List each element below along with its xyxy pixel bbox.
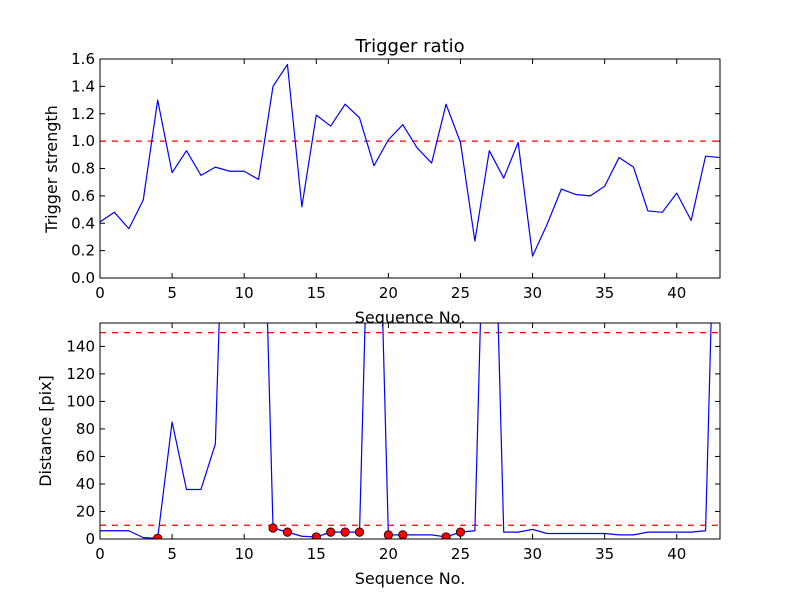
x-tick-label: 5 (167, 545, 177, 563)
x-tick-label: 40 (667, 545, 686, 563)
y-tick-label: 0 (85, 530, 95, 548)
x-axis-label: Sequence No. (355, 308, 466, 327)
x-tick-label: 35 (595, 284, 614, 302)
plot-area (100, 63, 720, 257)
y-tick-label: 0.8 (71, 160, 95, 178)
plot-frame (99, 322, 721, 540)
data-point (340, 527, 350, 537)
y-tick-label: 40 (76, 475, 95, 493)
trigger-ratio-panel: Trigger ratio Sequence No. Trigger stren… (42, 36, 721, 327)
x-tick-label: 10 (235, 284, 254, 302)
y-tick-label: 140 (66, 337, 95, 355)
axis-ticks: 0 5 10 15 20 25 30 35 40 0.0 0.2 0.4 0.6 0.8 1.0 1.2 1.4… (71, 50, 720, 302)
y-tick-label: 0.2 (71, 242, 95, 260)
y-tick-label: 20 (76, 502, 95, 520)
x-tick-label: 5 (167, 284, 177, 302)
y-axis-label: Trigger strength (42, 105, 61, 234)
x-tick-label: 40 (667, 284, 686, 302)
data-point (441, 532, 451, 539)
x-tick-label: 30 (523, 545, 542, 563)
plot-marks (100, 63, 720, 257)
data-point (268, 523, 278, 533)
data-point (326, 527, 336, 537)
y-tick-label: 0.4 (71, 214, 95, 232)
data-point (153, 533, 163, 539)
data-point (282, 527, 293, 537)
x-tick-label: 10 (235, 545, 254, 563)
y-tick-label: 1.0 (71, 132, 95, 150)
y-tick-label: 1.2 (71, 105, 95, 123)
x-tick-label: 25 (451, 284, 470, 302)
axis-ticks: 0 5 10 15 20 25 30 35 40 0 20 40 60 80 100 120 140 (66, 323, 720, 563)
y-tick-label: 0.6 (71, 187, 95, 205)
chart-title: Trigger ratio (354, 36, 464, 57)
data-point (455, 527, 466, 537)
y-tick-label: 1.6 (71, 50, 95, 68)
x-tick-label: 20 (379, 545, 398, 563)
data-point (354, 527, 365, 537)
x-axis-label: Sequence No. (355, 569, 466, 588)
y-tick-label: 1.4 (71, 77, 95, 95)
x-tick-label: 30 (523, 284, 542, 302)
y-tick-label: 60 (76, 447, 95, 465)
plot-frame (99, 58, 721, 279)
distance-panel: Sequence No. Distance [pix] 0 5 10 15 20 25 30… (36, 322, 721, 588)
plot-marks (100, 323, 720, 539)
data-point (311, 532, 321, 539)
plot-area (100, 323, 720, 539)
y-tick-label: 0.0 (71, 269, 95, 287)
x-tick-label: 35 (595, 545, 614, 563)
data-point (398, 530, 408, 539)
x-tick-label: 15 (307, 284, 326, 302)
x-tick-label: 0 (95, 545, 105, 563)
y-tick-label: 80 (76, 420, 95, 438)
x-tick-label: 0 (95, 284, 105, 302)
x-tick-label: 20 (379, 284, 398, 302)
x-tick-label: 15 (307, 545, 326, 563)
y-tick-label: 100 (66, 392, 95, 410)
x-tick-label: 25 (451, 545, 470, 563)
data-point (383, 530, 393, 539)
y-axis-label: Distance [pix] (36, 375, 55, 487)
y-tick-label: 120 (66, 365, 95, 383)
series-line (100, 323, 712, 539)
series-line (100, 63, 720, 257)
